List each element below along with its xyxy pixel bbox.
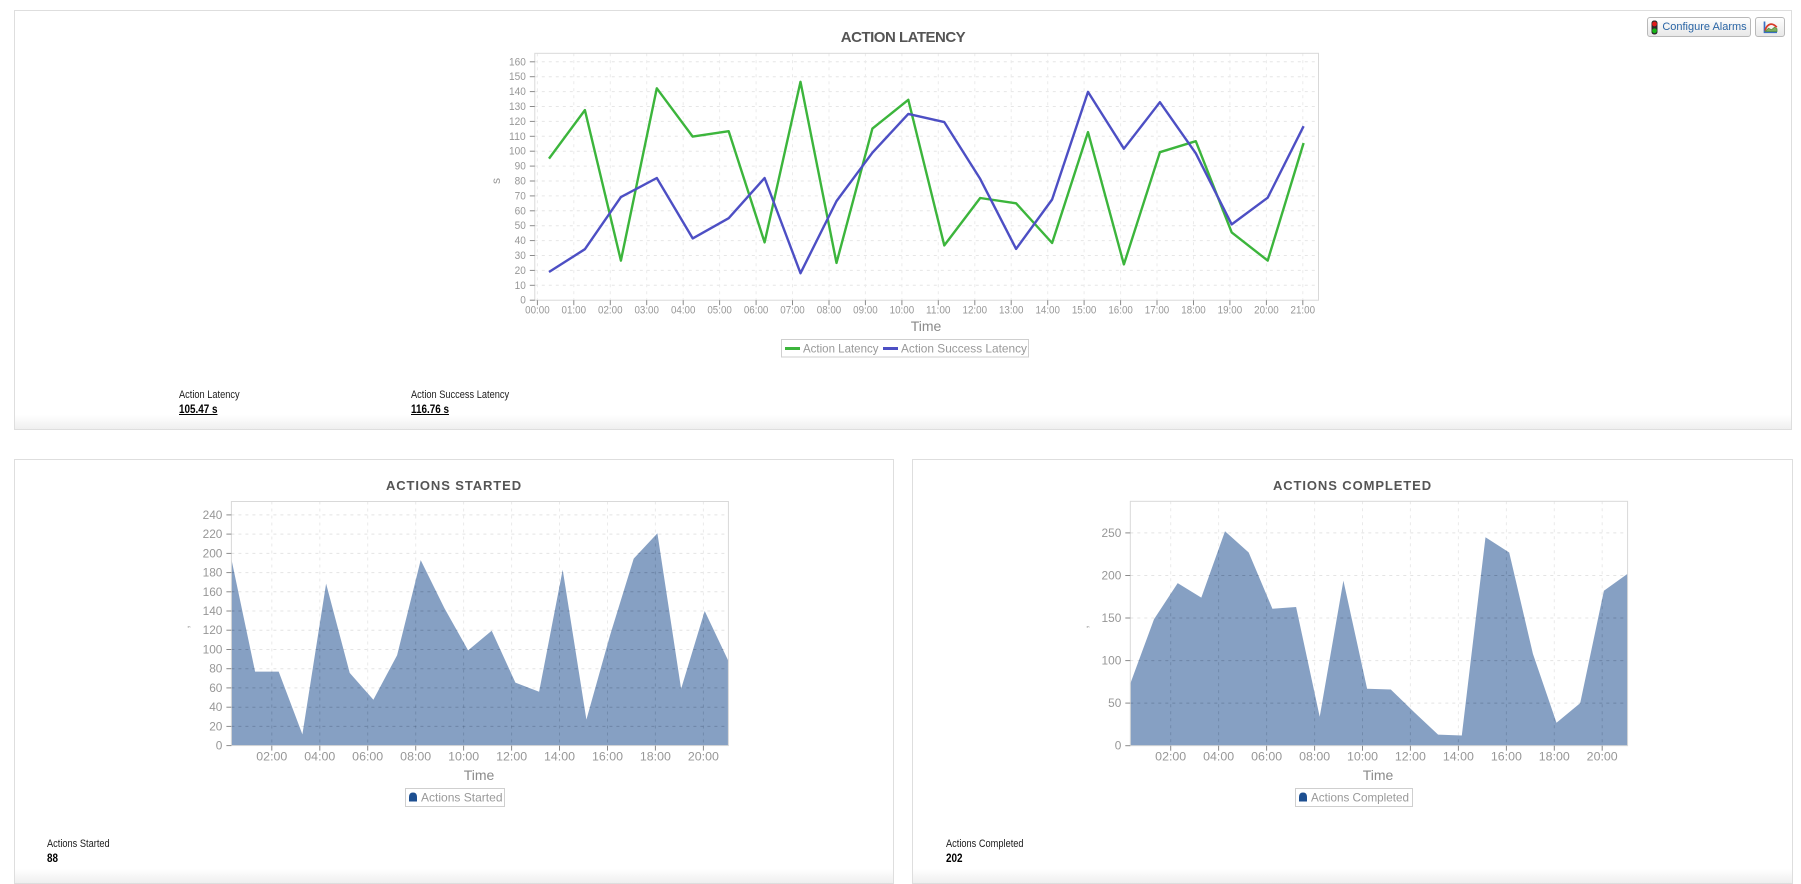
- svg-text:Actions Completed: Actions Completed: [1311, 791, 1409, 805]
- svg-text:20: 20: [515, 265, 526, 277]
- svg-text:160: 160: [509, 56, 526, 68]
- svg-text:20:00: 20:00: [1587, 750, 1618, 764]
- svg-text:10:00: 10:00: [1347, 750, 1378, 764]
- svg-text:14:00: 14:00: [1035, 305, 1060, 317]
- svg-text:200: 200: [1102, 569, 1122, 583]
- svg-text:140: 140: [509, 86, 526, 98]
- svg-text:18:00: 18:00: [1181, 305, 1206, 317]
- svg-text:02:00: 02:00: [256, 750, 287, 764]
- svg-text:200: 200: [203, 546, 223, 560]
- svg-text:02:00: 02:00: [1155, 750, 1186, 764]
- svg-text:100: 100: [1102, 654, 1122, 668]
- svg-text:21:00: 21:00: [1291, 305, 1316, 317]
- svg-text:17:00: 17:00: [1145, 305, 1170, 317]
- svg-text:130: 130: [509, 101, 526, 113]
- svg-text:19:00: 19:00: [1218, 305, 1243, 317]
- svg-text:80: 80: [515, 176, 526, 188]
- svg-text:07:00: 07:00: [780, 305, 805, 317]
- svg-text:50: 50: [1108, 696, 1122, 710]
- svg-text:09:00: 09:00: [853, 305, 878, 317]
- svg-text:90: 90: [515, 161, 526, 173]
- svg-text:50: 50: [515, 220, 526, 232]
- svg-text:150: 150: [1102, 611, 1122, 625]
- svg-text:11:00: 11:00: [926, 305, 951, 317]
- svg-text:20: 20: [209, 719, 223, 733]
- svg-text:04:00: 04:00: [304, 750, 335, 764]
- svg-text:240: 240: [203, 508, 223, 522]
- svg-text:100: 100: [509, 146, 526, 158]
- svg-text:60: 60: [515, 205, 526, 217]
- svg-text:14:00: 14:00: [544, 750, 575, 764]
- svg-text:18:00: 18:00: [640, 750, 671, 764]
- svg-text:00:00: 00:00: [525, 305, 550, 317]
- svg-text:12:00: 12:00: [496, 750, 527, 764]
- svg-text:15:00: 15:00: [1072, 305, 1097, 317]
- svg-text:18:00: 18:00: [1539, 750, 1570, 764]
- svg-text:10:00: 10:00: [448, 750, 479, 764]
- svg-text:Actions Started: Actions Started: [421, 791, 503, 805]
- svg-text:20:00: 20:00: [688, 750, 719, 764]
- svg-text:Time: Time: [911, 318, 942, 334]
- svg-text:150: 150: [509, 71, 526, 83]
- svg-text:06:00: 06:00: [352, 750, 383, 764]
- svg-text:180: 180: [203, 566, 223, 580]
- svg-text:10:00: 10:00: [890, 305, 915, 317]
- svg-text:s: s: [489, 178, 503, 184]
- svg-text:250: 250: [1102, 526, 1122, 540]
- svg-text:40: 40: [515, 235, 526, 247]
- svg-text:16:00: 16:00: [1491, 750, 1522, 764]
- svg-text:60: 60: [209, 681, 223, 695]
- svg-text:13:00: 13:00: [999, 305, 1024, 317]
- svg-text:70: 70: [515, 190, 526, 202]
- svg-text:03:00: 03:00: [634, 305, 659, 317]
- svg-text:10: 10: [515, 280, 526, 292]
- svg-text:Time: Time: [464, 767, 495, 783]
- svg-text:,: ,: [178, 625, 192, 628]
- svg-text:120: 120: [509, 116, 526, 128]
- svg-text:16:00: 16:00: [1108, 305, 1133, 317]
- svg-text:08:00: 08:00: [817, 305, 842, 317]
- svg-text:01:00: 01:00: [562, 305, 587, 317]
- svg-text:220: 220: [203, 527, 223, 541]
- svg-text:110: 110: [509, 131, 526, 143]
- svg-text:12:00: 12:00: [963, 305, 988, 317]
- svg-text:02:00: 02:00: [598, 305, 623, 317]
- svg-text:40: 40: [209, 700, 223, 714]
- svg-text:06:00: 06:00: [1251, 750, 1282, 764]
- svg-text:160: 160: [203, 585, 223, 599]
- svg-text:Action Success Latency: Action Success Latency: [901, 342, 1027, 356]
- svg-text:16:00: 16:00: [592, 750, 623, 764]
- svg-text:04:00: 04:00: [671, 305, 696, 317]
- svg-text:05:00: 05:00: [707, 305, 732, 317]
- svg-text:140: 140: [203, 604, 223, 618]
- svg-text:100: 100: [203, 643, 223, 657]
- svg-text:14:00: 14:00: [1443, 750, 1474, 764]
- svg-text:Action Latency: Action Latency: [803, 342, 879, 356]
- svg-text:,: ,: [1077, 625, 1091, 628]
- svg-text:08:00: 08:00: [1299, 750, 1330, 764]
- svg-text:0: 0: [216, 739, 223, 753]
- svg-text:20:00: 20:00: [1254, 305, 1279, 317]
- svg-text:80: 80: [209, 662, 223, 676]
- svg-text:0: 0: [520, 295, 526, 307]
- svg-text:08:00: 08:00: [400, 750, 431, 764]
- svg-text:Time: Time: [1363, 767, 1394, 783]
- svg-text:12:00: 12:00: [1395, 750, 1426, 764]
- svg-text:120: 120: [203, 623, 223, 637]
- svg-text:04:00: 04:00: [1203, 750, 1234, 764]
- svg-text:30: 30: [515, 250, 526, 262]
- svg-text:0: 0: [1115, 739, 1122, 753]
- svg-text:06:00: 06:00: [744, 305, 769, 317]
